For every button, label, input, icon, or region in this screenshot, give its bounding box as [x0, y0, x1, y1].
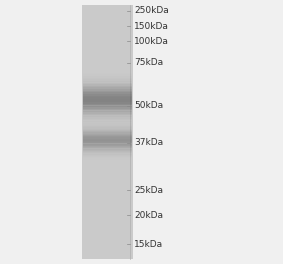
FancyBboxPatch shape: [83, 96, 132, 102]
FancyBboxPatch shape: [83, 135, 132, 140]
FancyBboxPatch shape: [83, 101, 132, 107]
FancyBboxPatch shape: [83, 107, 132, 114]
FancyBboxPatch shape: [83, 140, 132, 145]
FancyBboxPatch shape: [83, 106, 132, 112]
FancyBboxPatch shape: [83, 102, 132, 109]
FancyBboxPatch shape: [83, 134, 132, 139]
FancyBboxPatch shape: [83, 91, 132, 97]
Text: 150kDa: 150kDa: [134, 22, 169, 31]
Text: 100kDa: 100kDa: [134, 37, 169, 46]
FancyBboxPatch shape: [83, 99, 132, 106]
Text: 25kDa: 25kDa: [134, 186, 163, 195]
FancyBboxPatch shape: [83, 142, 132, 147]
FancyBboxPatch shape: [83, 92, 132, 99]
FancyBboxPatch shape: [83, 97, 132, 104]
FancyBboxPatch shape: [83, 131, 132, 136]
FancyBboxPatch shape: [83, 139, 132, 143]
Text: 250kDa: 250kDa: [134, 6, 169, 15]
FancyBboxPatch shape: [82, 5, 133, 259]
FancyBboxPatch shape: [83, 144, 132, 148]
Text: 75kDa: 75kDa: [134, 58, 164, 67]
Text: 20kDa: 20kDa: [134, 211, 163, 220]
FancyBboxPatch shape: [83, 104, 132, 110]
Text: 37kDa: 37kDa: [134, 138, 164, 147]
Text: 50kDa: 50kDa: [134, 101, 164, 110]
FancyBboxPatch shape: [83, 87, 132, 94]
FancyBboxPatch shape: [83, 138, 132, 142]
FancyBboxPatch shape: [83, 94, 132, 101]
FancyBboxPatch shape: [83, 133, 132, 137]
FancyBboxPatch shape: [83, 145, 132, 150]
FancyBboxPatch shape: [83, 141, 132, 146]
FancyBboxPatch shape: [83, 136, 132, 141]
FancyBboxPatch shape: [83, 89, 132, 96]
FancyBboxPatch shape: [83, 86, 132, 92]
Text: 15kDa: 15kDa: [134, 240, 164, 249]
